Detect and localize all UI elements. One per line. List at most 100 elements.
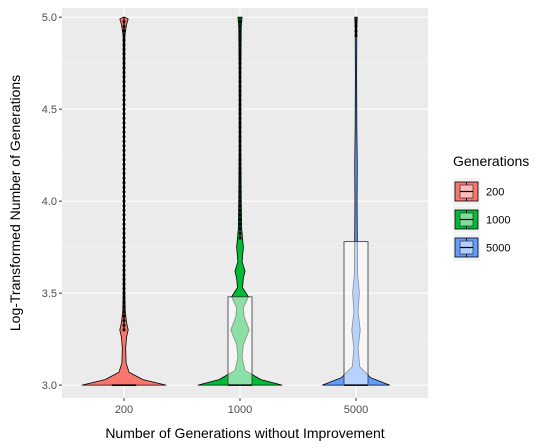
- outlier-point: [122, 310, 126, 314]
- outlier-point: [122, 29, 126, 33]
- outlier-point: [238, 112, 242, 116]
- outlier-point: [122, 24, 126, 28]
- outlier-point: [238, 107, 242, 111]
- outlier-point: [122, 116, 126, 120]
- outlier-point: [122, 144, 126, 148]
- outlier-point: [238, 236, 242, 240]
- outlier-point: [238, 93, 242, 97]
- outlier-point: [238, 227, 242, 231]
- x-tick-label: 5000: [344, 404, 368, 416]
- outlier-point: [122, 34, 126, 38]
- outlier-point: [122, 323, 126, 327]
- outlier-point: [122, 277, 126, 281]
- outlier-point: [238, 130, 242, 134]
- outlier-point: [122, 273, 126, 277]
- outlier-point: [122, 167, 126, 171]
- outlier-point: [354, 20, 358, 24]
- outlier-point: [122, 75, 126, 79]
- legend-label: 5000: [486, 243, 510, 255]
- outlier-point: [122, 305, 126, 309]
- outlier-point: [238, 204, 242, 208]
- outlier-point: [122, 130, 126, 134]
- outlier-point: [122, 231, 126, 235]
- x-tick-label: 1000: [228, 404, 252, 416]
- outlier-point: [122, 112, 126, 116]
- outlier-point: [122, 176, 126, 180]
- outlier-point: [238, 24, 242, 28]
- legend: Generations 200 1000 5000: [453, 153, 529, 261]
- outlier-point: [354, 29, 358, 33]
- outlier-point: [122, 319, 126, 323]
- outlier-point: [238, 103, 242, 107]
- outlier-point: [122, 107, 126, 111]
- x-tick-label: 200: [115, 404, 133, 416]
- outlier-point: [122, 314, 126, 318]
- outlier-point: [238, 172, 242, 176]
- outlier-point: [238, 199, 242, 203]
- outlier-point: [122, 84, 126, 88]
- y-tick-label: 3.0: [42, 380, 57, 392]
- outlier-point: [238, 38, 242, 42]
- outlier-point: [122, 328, 126, 332]
- outlier-point: [122, 254, 126, 258]
- y-tick-label: 3.5: [42, 288, 57, 300]
- outlier-point: [122, 300, 126, 304]
- outlier-point: [238, 84, 242, 88]
- outlier-point: [354, 34, 358, 38]
- outlier-point: [238, 222, 242, 226]
- x-axis-ticks: 200 1000 5000: [115, 398, 368, 416]
- outlier-point: [238, 98, 242, 102]
- outlier-point: [238, 126, 242, 130]
- outlier-point: [122, 259, 126, 263]
- outlier-point: [122, 43, 126, 47]
- outlier-point: [122, 208, 126, 212]
- outlier-point: [122, 153, 126, 157]
- outlier-point: [122, 70, 126, 74]
- outlier-point: [238, 43, 242, 47]
- outlier-point: [238, 80, 242, 84]
- outlier-point: [122, 287, 126, 291]
- outlier-point: [122, 236, 126, 240]
- outlier-point: [238, 181, 242, 185]
- outlier-point: [122, 282, 126, 286]
- outlier-point: [122, 162, 126, 166]
- outlier-point: [122, 268, 126, 272]
- outlier-point: [122, 89, 126, 93]
- outlier-point: [122, 52, 126, 56]
- outlier-point: [238, 66, 242, 70]
- outlier-point: [122, 213, 126, 217]
- outlier-point: [122, 38, 126, 42]
- outlier-point: [238, 213, 242, 217]
- outlier-point: [122, 250, 126, 254]
- outlier-point: [238, 139, 242, 143]
- outlier-point: [238, 70, 242, 74]
- outlier-point: [238, 52, 242, 56]
- outlier-point: [238, 190, 242, 194]
- y-axis-ticks: 3.0 3.5 4.0 4.5 5.0: [42, 12, 62, 392]
- outlier-point: [122, 222, 126, 226]
- box-1000: [227, 296, 253, 386]
- y-tick-label: 4.5: [42, 104, 57, 116]
- outlier-point: [238, 167, 242, 171]
- outlier-point: [238, 135, 242, 139]
- outlier-point: [238, 218, 242, 222]
- outlier-point: [238, 89, 242, 93]
- outlier-point: [122, 241, 126, 245]
- outlier-point: [122, 204, 126, 208]
- outlier-point: [122, 139, 126, 143]
- y-axis-title: Log-Transformed Number of Generations: [7, 75, 23, 331]
- outlier-point: [238, 116, 242, 120]
- outlier-point: [238, 121, 242, 125]
- outlier-point: [122, 121, 126, 125]
- outlier-point: [122, 245, 126, 249]
- outlier-point: [122, 103, 126, 107]
- legend-item-5000: 5000: [453, 234, 510, 261]
- outlier-point: [122, 218, 126, 222]
- box-layer: [111, 241, 369, 387]
- outlier-point: [122, 199, 126, 203]
- outlier-point: [238, 158, 242, 162]
- box-5000: [343, 241, 369, 386]
- outlier-point: [122, 185, 126, 189]
- outlier-point: [122, 98, 126, 102]
